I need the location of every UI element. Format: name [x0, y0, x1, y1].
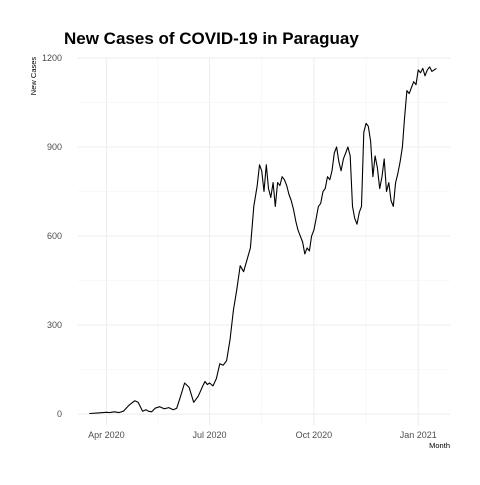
series-layer: [89, 66, 437, 415]
y-axis-title: New Cases: [29, 57, 38, 96]
chart-title: New Cases of COVID-19 in Paraguay: [64, 29, 359, 48]
y-tick-label: 0: [57, 409, 62, 419]
x-axis-tick-labels: Apr 2020 Jul 2020 Oct 2020 Jan 2021: [88, 430, 437, 440]
y-tick-label: 600: [47, 231, 62, 241]
y-axis-tick-labels: 0 300 600 900 1200: [42, 53, 62, 419]
series-line-new-cases: [89, 66, 437, 415]
y-tick-label: 900: [47, 142, 62, 152]
x-tick-label: Jan 2021: [400, 430, 437, 440]
grid: [78, 57, 450, 426]
x-tick-label: Oct 2020: [296, 430, 333, 440]
x-tick-label: Apr 2020: [88, 430, 125, 440]
x-tick-label: Jul 2020: [193, 430, 227, 440]
y-tick-label: 300: [47, 320, 62, 330]
x-axis-title: Month: [429, 441, 450, 450]
y-tick-label: 1200: [42, 53, 62, 63]
